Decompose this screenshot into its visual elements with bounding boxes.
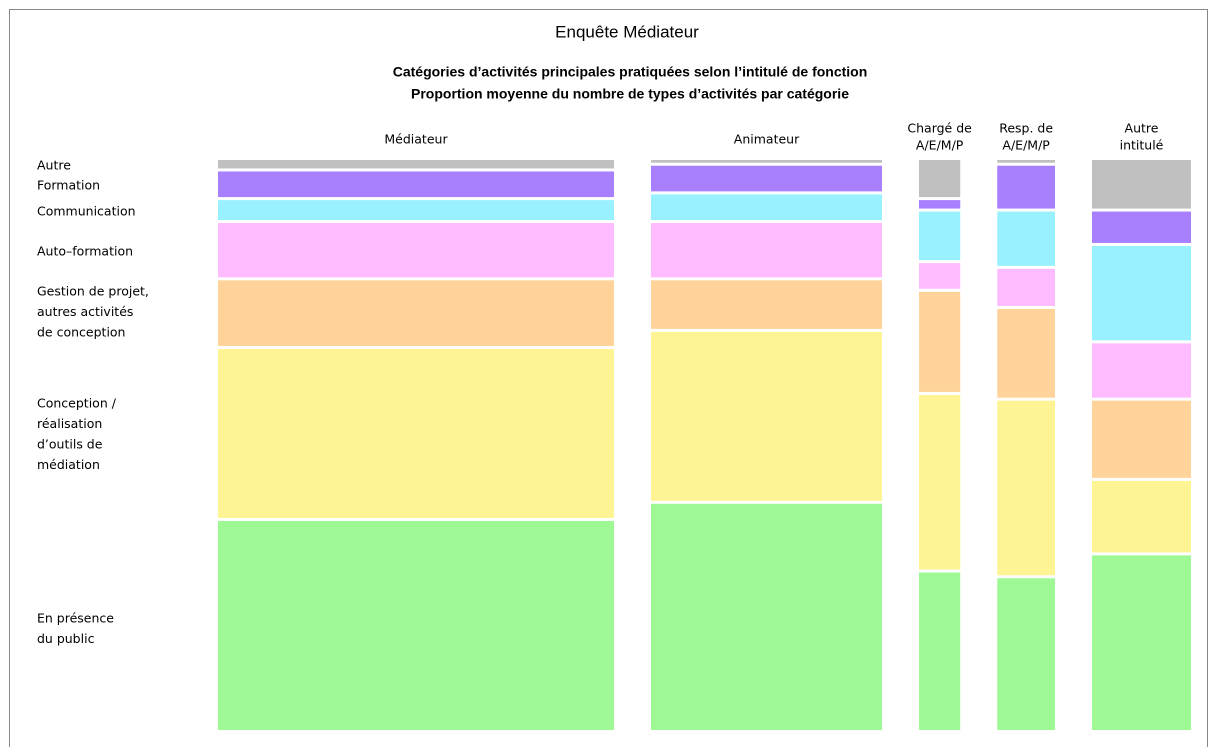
column-label: Médiateur [384,132,448,147]
column-label: Autre [1125,121,1159,136]
segment [651,331,882,501]
row-label: réalisation [37,416,102,431]
segment [651,194,882,221]
row-label: autres activités [37,304,133,319]
row-label: Formation [37,178,100,193]
row-label: Auto–formation [37,244,133,259]
segment [1092,343,1191,398]
segment [218,280,614,347]
row-label: du public [37,631,95,646]
segment [218,200,614,221]
segment [1092,211,1191,243]
segment [218,160,614,169]
segment [997,268,1055,306]
segment [997,578,1055,730]
segment [1092,400,1191,478]
segment [919,291,961,392]
segment [919,200,961,209]
segment [218,223,614,278]
segment [919,394,961,570]
column-label: A/E/M/P [1002,138,1050,153]
column-label: Resp. de [999,121,1053,136]
segment [997,308,1055,398]
segment [218,171,614,198]
segment [651,165,882,192]
segment [919,160,961,198]
segment [919,572,961,730]
segment [1092,245,1191,341]
row-label: d’outils de [37,437,103,452]
subtitle: Proportion moyenne du nombre de types d’… [411,86,849,102]
row-label: Conception / [37,396,117,411]
segment [218,520,614,730]
subtitle: Catégories d’activités principales prati… [393,64,868,80]
segment [651,280,882,329]
column-label: Chargé de [907,121,972,136]
segment [651,503,882,730]
segment [651,223,882,278]
row-label: médiation [37,457,100,472]
row-label: Communication [37,204,136,219]
segment [1092,480,1191,553]
segment [997,400,1055,576]
segment [997,211,1055,266]
segment [919,211,961,261]
column-label: intitulé [1120,138,1164,153]
row-label: En présence [37,611,114,626]
segment [218,349,614,518]
segment [1092,160,1191,209]
segment [997,160,1055,163]
row-label: de conception [37,325,125,340]
column-label: Animateur [734,132,800,147]
row-label: Autre [37,158,71,173]
segment [1092,555,1191,730]
chart-title: Enquête Médiateur [555,22,699,41]
segment [997,165,1055,209]
column-label: A/E/M/P [916,138,964,153]
segment [651,160,882,163]
segment [919,263,961,289]
row-label: Gestion de projet, [37,284,149,299]
